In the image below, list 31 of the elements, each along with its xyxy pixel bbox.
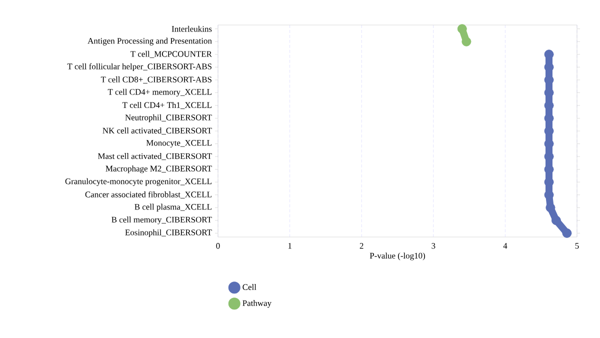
- point: [546, 202, 556, 212]
- y-tick-label: T cell_MCPCOUNTER: [130, 50, 212, 58]
- y-tick-label: Neutrophil_CIBERSORT: [125, 114, 212, 122]
- y-tick-label: NK cell activated_CIBERSORT: [102, 128, 212, 134]
- point: [562, 228, 572, 238]
- x-tick-label: 4: [503, 243, 508, 249]
- x-tick-label: 2: [360, 243, 364, 249]
- point: [551, 216, 561, 226]
- x-tick-label: 5: [575, 243, 579, 249]
- y-tick-label: T cell CD4+ Th1_XCELL: [122, 102, 212, 109]
- legend-label: Pathway: [242, 300, 272, 308]
- y-tick-label: B cell memory_CIBERSORT: [112, 216, 212, 224]
- x-tick-label: 1: [288, 243, 292, 249]
- y-tick-label: Monocyte_XCELL: [146, 140, 212, 148]
- x-tick-label: 3: [432, 243, 436, 249]
- y-tick-label: Cancer associated fibroblast_XCELL: [85, 191, 212, 198]
- y-tick-label: Eosinophil_CIBERSORT: [125, 229, 212, 238]
- y-tick-label: Granulocyte-monocyte progenitor_XCELL: [65, 178, 212, 186]
- x-tick-label: 0: [216, 243, 220, 249]
- y-tick-label: Interleukins: [172, 26, 212, 32]
- y-tick-label: Antigen Processing and Presentation: [88, 38, 212, 46]
- point: [462, 36, 472, 46]
- y-tick-label: T cell CD8+_CIBERSORT-ABS: [100, 76, 212, 84]
- y-tick-label: T cell CD4+ memory_XCELL: [108, 88, 212, 97]
- legend-label: Cell: [242, 284, 256, 290]
- y-tick-label: B cell plasma_XCELL: [134, 204, 212, 212]
- y-tick-label: T cell follicular helper_CIBERSORT-ABS: [67, 63, 212, 72]
- y-tick-label: Mast cell activated_CIBERSORT: [98, 153, 212, 160]
- y-tick-label: Macrophage M2_CIBERSORT: [106, 165, 212, 174]
- point: [457, 24, 467, 34]
- x-axis-title: P-value (-log10): [370, 252, 425, 260]
